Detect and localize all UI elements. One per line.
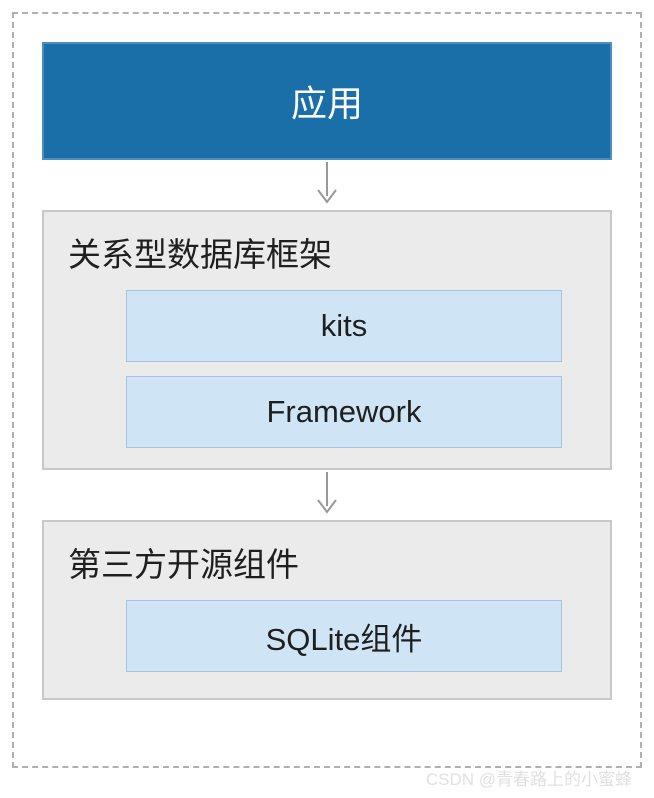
arrow-top [312, 160, 342, 210]
framework-section-title: 关系型数据库框架 [68, 228, 562, 276]
arrow-bottom [312, 470, 342, 520]
application-label: 应用 [291, 75, 363, 127]
sqlite-box: SQLite组件 [126, 600, 562, 672]
application-box: 应用 [42, 42, 612, 160]
framework-label: Framework [266, 394, 421, 430]
kits-box: kits [126, 290, 562, 362]
diagram-outer: 应用 关系型数据库框架 kits Framework 第三方开源组件 SQLit… [12, 12, 642, 768]
framework-section: 关系型数据库框架 kits Framework [42, 210, 612, 470]
kits-label: kits [321, 308, 368, 344]
thirdparty-section-title: 第三方开源组件 [68, 538, 562, 586]
watermark-text: CSDN @青春路上的小蜜蜂 [426, 765, 632, 790]
thirdparty-section: 第三方开源组件 SQLite组件 [42, 520, 612, 700]
framework-box: Framework [126, 376, 562, 448]
sqlite-label: SQLite组件 [266, 614, 423, 659]
